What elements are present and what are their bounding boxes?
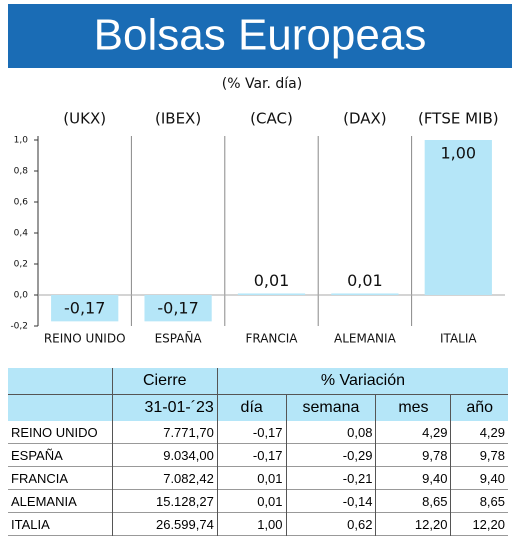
table-cell: 12,20 [472,516,505,532]
table-cell: Cierre [112,368,218,395]
index-label: (FTSE MIB) [418,110,499,128]
table-cell: 9,40 [479,470,505,486]
table-cell: 9,40 [375,466,452,490]
y-tick-label: 0,0 [14,291,29,301]
table-cell [8,394,113,421]
table-cell: -0,21 [286,466,377,490]
table-cell: -0,29 [286,443,377,467]
table-cell: 4,29 [375,421,452,444]
table-cell: 8,65 [479,493,505,509]
y-tick-label: 0,6 [14,198,29,208]
table-cell: 8,65 [375,489,452,513]
table-row: 31-01-´23 día semana mes año [8,394,508,421]
table-cell: 0,01 [217,489,287,513]
table-cell: mes [375,394,452,421]
table-cell: 31-01-´23 [112,394,218,421]
index-label: (CAC) [250,110,293,128]
table-cell: ITALIA [8,512,113,536]
data-table: Cierre% Variación 31-01-´23 día semana mes añ… [8,368,508,536]
table-cell: -0,17 [217,443,287,467]
x-tick-label: REINO UNIDO [44,332,126,346]
x-tick-label: FRANCIA [245,332,298,346]
table-row: FRANCIA 7.082,42 0,01 -0,21 9,40 9,40 [8,466,508,490]
chart: Bolsas Europeas (% Var. día) -0,2 0,0 0,2 0… [8,4,512,346]
table-row: ITALIA 26.599,74 1,00 0,62 12,20 12,20 [8,512,508,536]
table-cell: -0,14 [286,489,377,513]
table-cell: % Variación [217,368,508,395]
table-cell: 4,29 [479,424,505,440]
table-cell: FRANCIA [8,466,113,490]
table-row: Cierre% Variación [8,368,508,395]
value-label: 0,01 [254,271,290,290]
index-label: (DAX) [343,110,387,128]
bar [237,293,306,295]
table-cell: 0,08 [286,421,377,444]
value-label: -0,17 [157,299,198,318]
table-cell: -0,17 [217,421,287,444]
table-cell: 1,00 [217,512,287,536]
x-tick-label: ITALIA [440,332,477,346]
x-tick-label: ALEMANIA [334,332,397,346]
bar [424,140,492,295]
table-cell: 26.599,74 [112,512,218,536]
table-cell: año [450,394,508,421]
value-label: -0,17 [64,299,105,318]
table-cell: ALEMANIA [8,489,113,513]
table-cell: 9,78 [375,443,452,467]
bar [144,295,212,322]
chart-title: Bolsas Europeas [94,11,427,60]
value-label: 0,01 [347,271,383,290]
chart-subtitle: (% Var. día) [222,76,302,92]
table-cell: REINO UNIDO [8,421,113,444]
y-tick-label: -0,2 [10,322,28,332]
table-cell: 12,20 [375,512,452,536]
table-cell: semana [286,394,377,421]
index-label: (IBEX) [155,110,201,128]
index-label: (UKX) [63,110,106,128]
title-banner [8,4,512,68]
table-cell: 9.034,00 [112,443,218,467]
table-cell: 9,78 [479,447,505,463]
table-cell: ESPAÑA [8,443,113,467]
x-tick-label: ESPAÑA [155,331,203,346]
table-cell: 0,62 [286,512,377,536]
table-cell [8,368,113,395]
bar [51,295,119,322]
table-cell: 0,01 [217,466,287,490]
y-tick-label: 0,4 [14,229,29,239]
y-tick-label: 0,2 [14,260,28,270]
table-cell: 7.082,42 [112,466,218,490]
table-row: ALEMANIA 15.128,27 0,01 -0,14 8,65 8,65 [8,489,508,513]
table-cell: 15.128,27 [112,489,218,513]
value-label: 1,00 [440,144,476,163]
bar [331,293,399,295]
table-row: REINO UNIDO 7.771,70 -0,17 0,08 4,29 4,29 [8,421,508,444]
table-cell: 7.771,70 [112,421,218,444]
table-cell: día [217,394,287,421]
y-tick-label: 0,8 [14,167,29,177]
table-row: ESPAÑA 9.034,00 -0,17 -0,29 9,78 9,78 [8,443,508,467]
y-tick-label: 1,0 [14,136,29,146]
